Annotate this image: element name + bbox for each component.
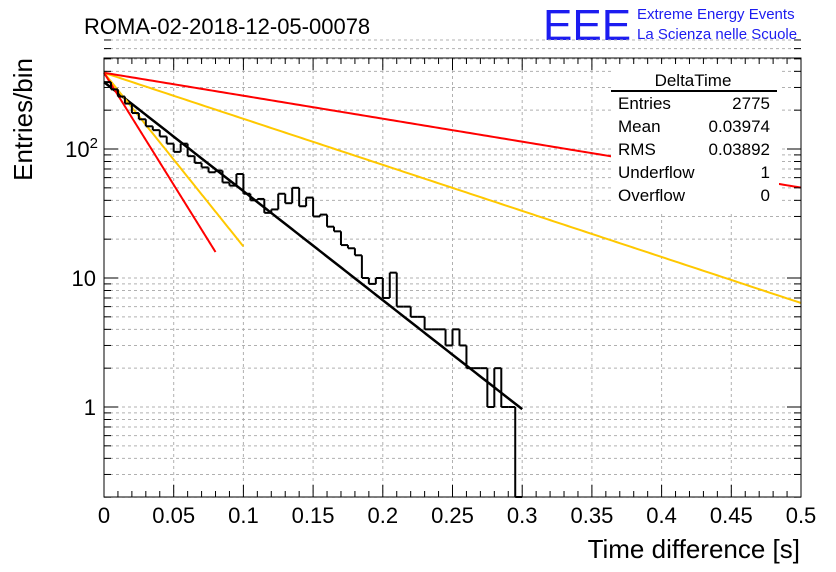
fit-curve xyxy=(103,72,245,248)
fit-curve xyxy=(103,71,802,304)
stats-label: Mean xyxy=(618,117,661,136)
run-title: ROMA-02-2018-12-05-00078 xyxy=(84,14,370,39)
fit-curve xyxy=(103,72,217,253)
y-tick-labels: 1 10 102 xyxy=(65,135,98,420)
stats-value: 0 xyxy=(761,186,770,205)
stats-value: 0.03892 xyxy=(709,140,770,159)
x-tick-label: 0.25 xyxy=(431,503,474,528)
y-axis-label: Entries/bin xyxy=(8,58,38,181)
stats-label: Overflow xyxy=(618,186,686,205)
x-tick-label: 0.05 xyxy=(152,503,195,528)
stats-label: RMS xyxy=(618,140,656,159)
y-tick-label: 102 xyxy=(65,135,98,162)
histogram xyxy=(104,81,523,498)
stats-value: 1 xyxy=(761,163,770,182)
org-line-1: Extreme Energy Events xyxy=(637,6,795,23)
stats-title: DeltaTime xyxy=(655,71,732,90)
y-tick-label: 10 xyxy=(72,266,96,291)
x-tick-label: 0 xyxy=(98,503,110,528)
stats-label: Underflow xyxy=(618,163,695,182)
x-tick-label: 0.2 xyxy=(368,503,399,528)
y-tick-label: 1 xyxy=(84,395,96,420)
x-tick-label: 0.5 xyxy=(786,503,817,528)
org-line-2: La Scienza nelle Scuole xyxy=(637,26,797,43)
x-tick-label: 0.45 xyxy=(710,503,753,528)
stats-label: Entries xyxy=(618,94,671,113)
fit-curve xyxy=(103,81,523,411)
stats-value: 0.03974 xyxy=(709,117,770,136)
stats-box: DeltaTime Entries 2775 Mean 0.03974 RMS 0.038… xyxy=(611,64,779,214)
x-tick-label: 0.35 xyxy=(570,503,613,528)
x-tick-labels: 0 0.05 0.1 0.15 0.2 0.25 0.3 0.35 0.4 0.45 0.5 xyxy=(98,503,816,528)
stats-value: 2775 xyxy=(732,94,770,113)
x-tick-label: 0.4 xyxy=(646,503,677,528)
axis-ticks xyxy=(103,39,802,498)
x-tick-label: 0.3 xyxy=(507,503,538,528)
x-tick-label: 0.15 xyxy=(292,503,335,528)
x-tick-label: 0.1 xyxy=(228,503,259,528)
eee-logo: EEE xyxy=(543,1,631,50)
x-axis-label: Time difference [s] xyxy=(588,534,800,564)
